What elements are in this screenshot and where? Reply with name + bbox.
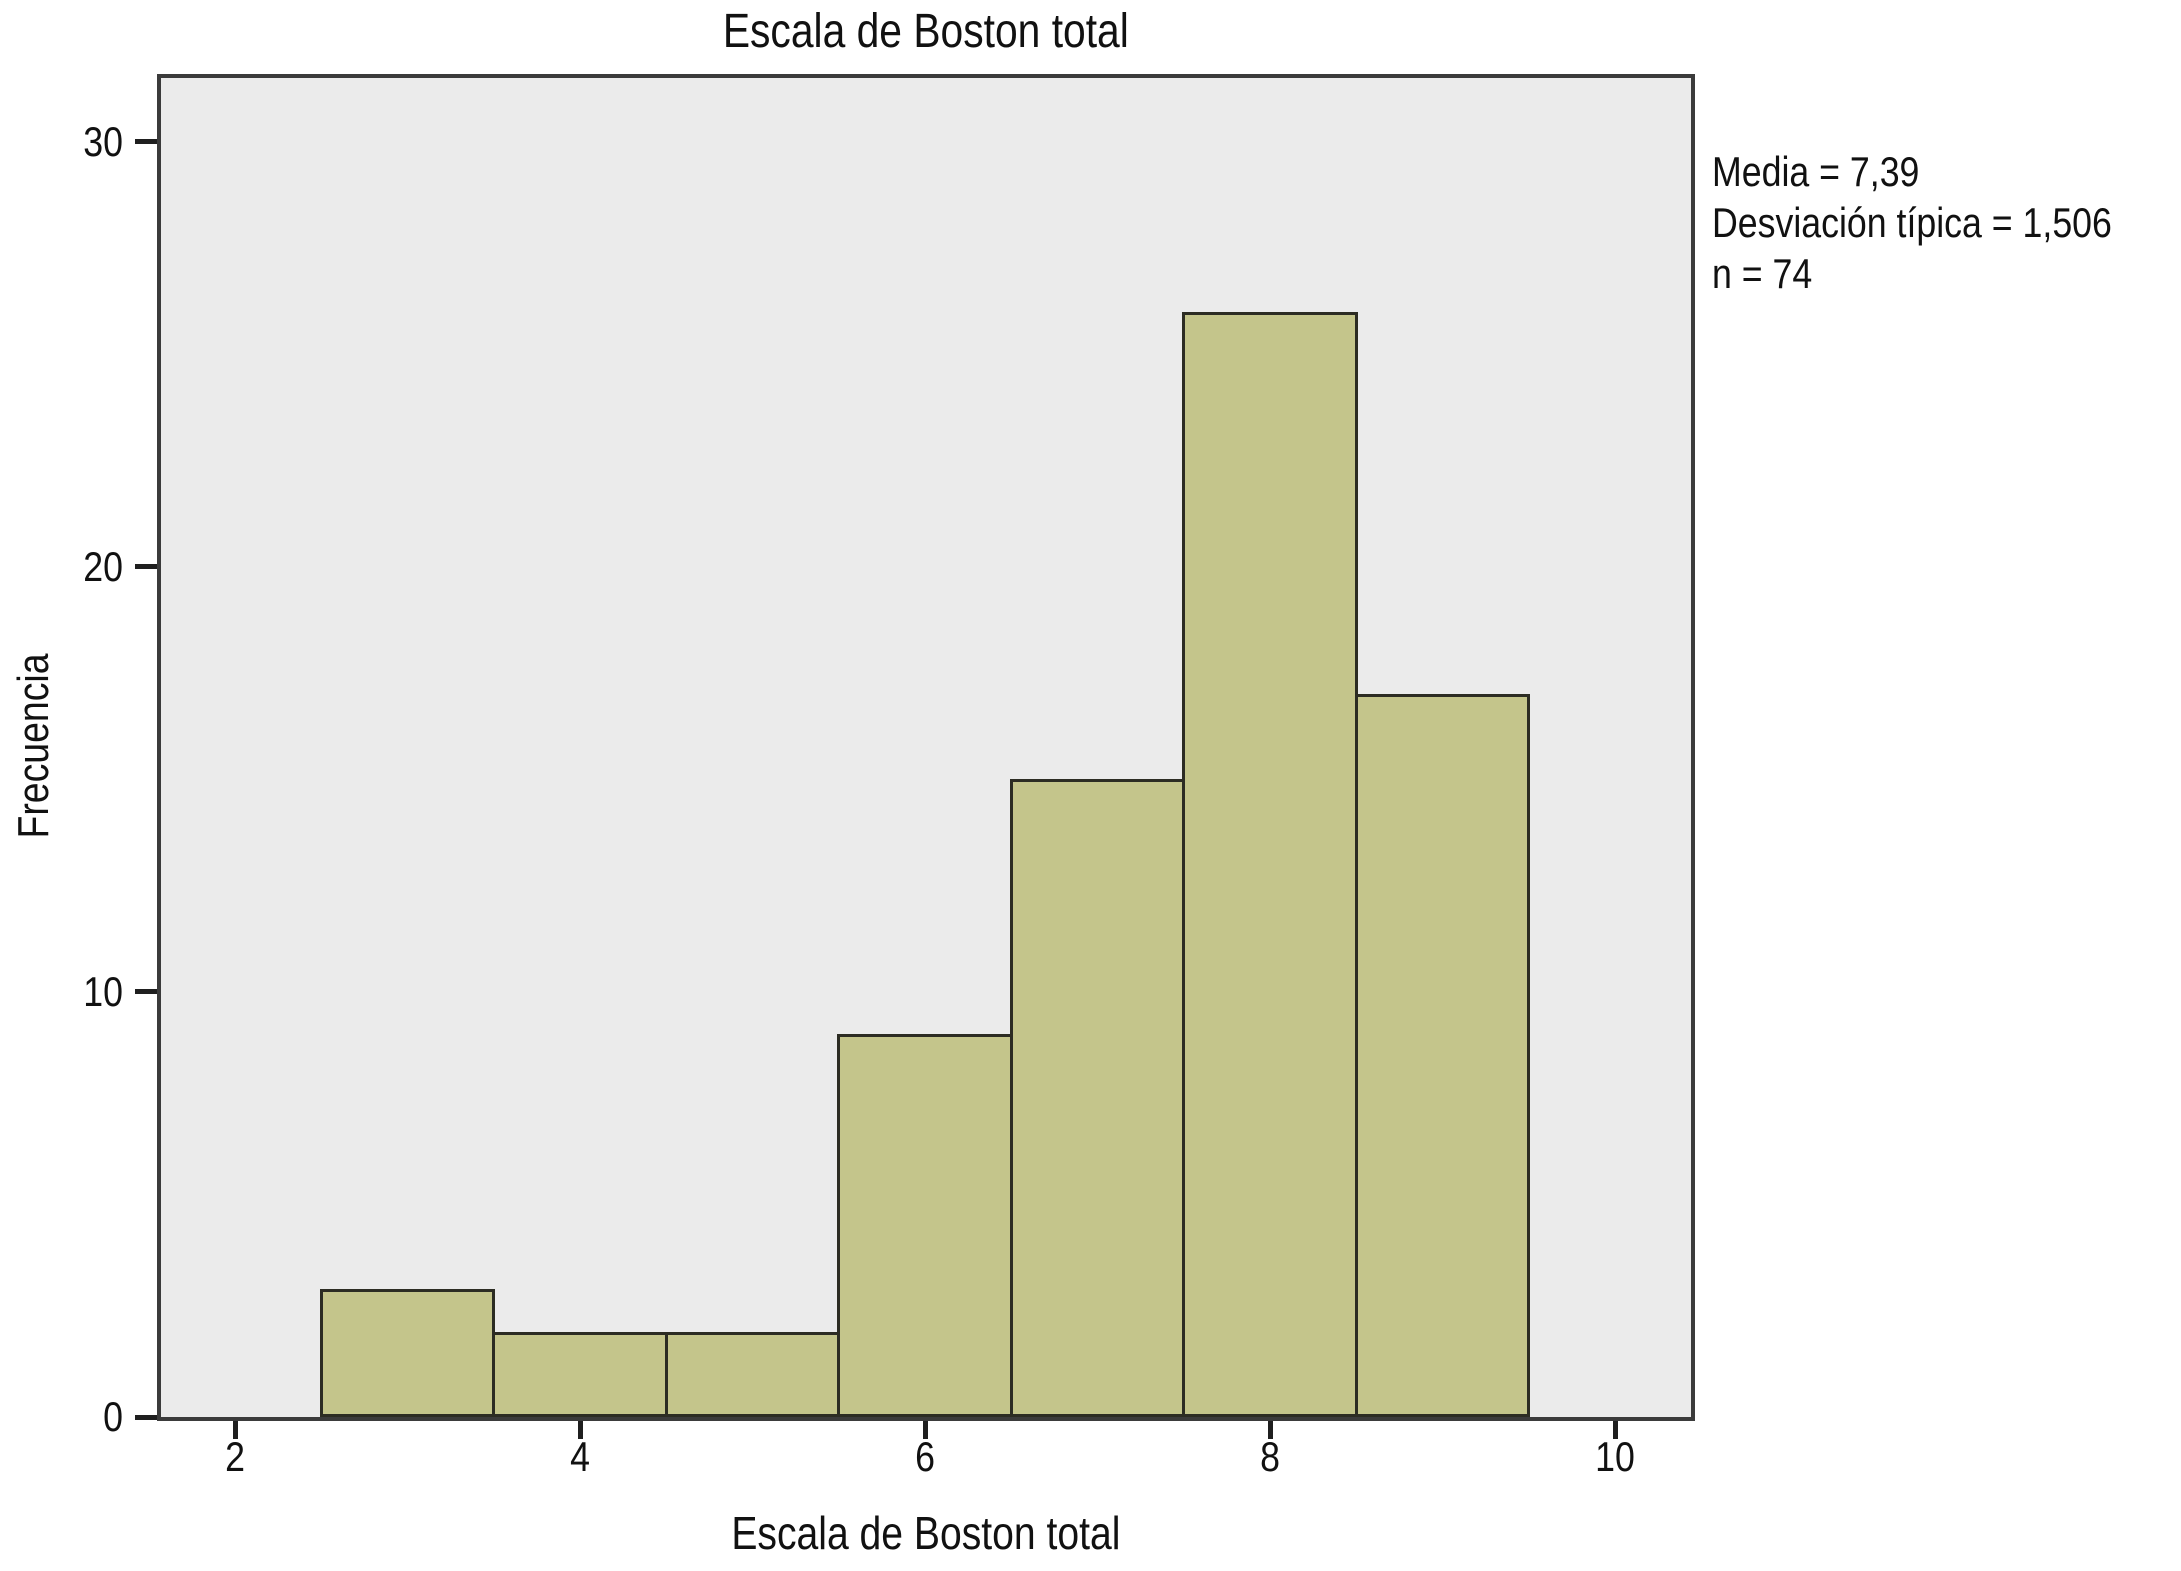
histogram-bar (1182, 311, 1358, 1417)
y-tick-label: 20 (83, 542, 123, 590)
stat-line: Desviación típica = 1,506 (1712, 199, 2112, 246)
y-tick-label: 10 (83, 967, 123, 1015)
y-tick-label: 30 (83, 117, 123, 165)
x-tick-mark (1612, 1421, 1618, 1439)
x-tick-mark (577, 1421, 583, 1439)
stat-line: n = 74 (1712, 250, 1813, 297)
histogram-bar (1354, 694, 1531, 1417)
histogram-bar (837, 1034, 1013, 1417)
y-tick-mark (135, 1414, 157, 1420)
x-tick-mark (1267, 1421, 1273, 1439)
y-tick-mark (135, 989, 157, 995)
x-tick-mark (232, 1421, 238, 1439)
y-tick-mark (135, 139, 157, 145)
histogram-bar (492, 1331, 668, 1417)
x-axis-label: Escala de Boston total (157, 1506, 1695, 1560)
chart-title-text: Escala de Boston total (722, 5, 1129, 58)
stat-line: Media = 7,39 (1712, 148, 1920, 195)
histogram-bar (319, 1289, 496, 1417)
x-tick-label: 8 (1260, 1433, 1281, 1480)
x-tick-label: 4 (570, 1433, 591, 1480)
histogram-bar (1009, 779, 1186, 1417)
x-tick-label: 2 (225, 1433, 246, 1480)
plot-area: 0 10 20 30 2 4 6 8 10 (83, 74, 1695, 1480)
histogram-bar (664, 1331, 841, 1417)
y-tick-label: 0 (103, 1393, 123, 1440)
x-tick-mark (922, 1421, 928, 1439)
stats-annotation: Media = 7,39 Desviación típica = 1,506 n =… (1712, 146, 2181, 299)
y-axis-label: Frecuencia (9, 653, 58, 839)
x-tick-label: 6 (915, 1433, 936, 1480)
chart-title: Escala de Boston total (157, 4, 1695, 60)
y-tick-mark (135, 564, 157, 570)
x-tick-label: 10 (1595, 1433, 1635, 1480)
x-axis-label-text: Escala de Boston total (731, 1507, 1121, 1559)
